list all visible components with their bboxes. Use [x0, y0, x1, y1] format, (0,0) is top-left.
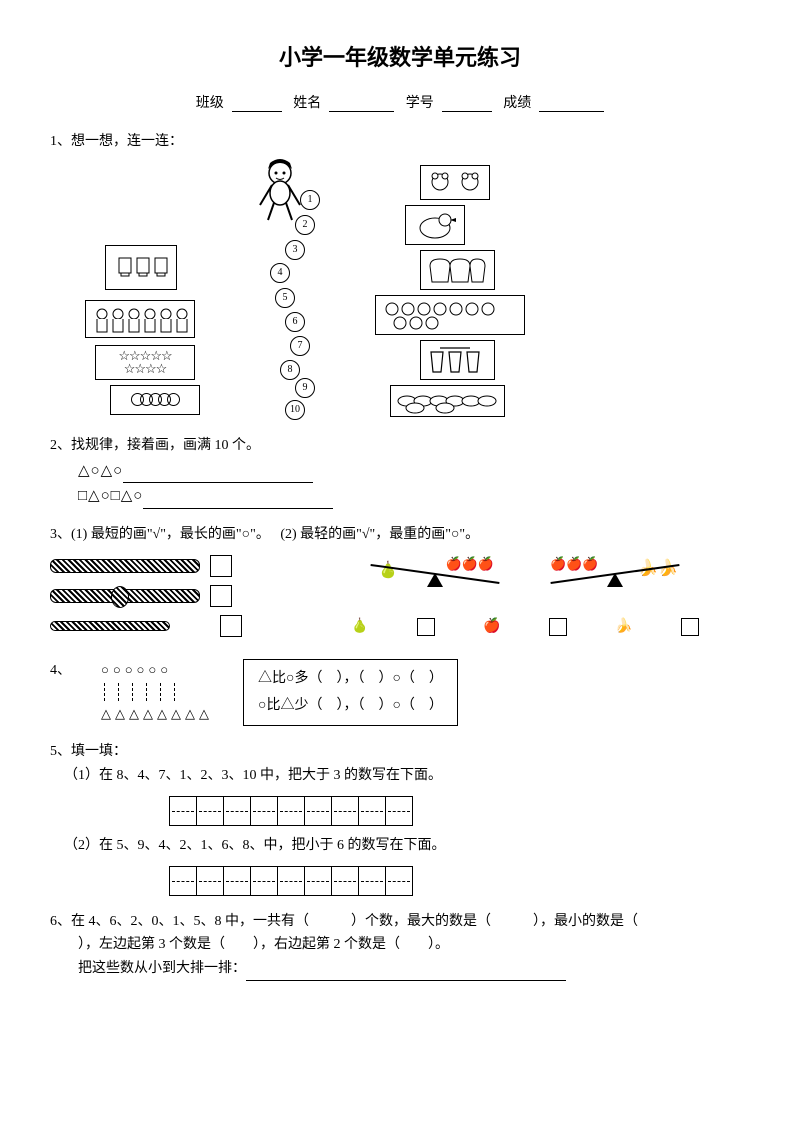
q4-answer-box: △比○多（ ），（ ）○（ ） ○比△少（ ），（ ）○（ ）: [243, 659, 458, 726]
q3-scales: 🍐 🍎🍎🍎 🍎🍎🍎 🍌🍌 🍐 🍎 🍌: [300, 555, 750, 645]
box-stars: ☆☆☆☆☆☆☆☆☆: [95, 345, 195, 380]
rope-2: [50, 589, 200, 603]
num-8: 8: [280, 360, 300, 380]
rope-box-3[interactable]: [220, 615, 242, 637]
label-name: 姓名: [293, 96, 321, 111]
question-5: 5、填一填： （1）在 8、4、7、1、2、3、10 中，把大于 3 的数写在下…: [50, 740, 750, 895]
num-6: 6: [285, 312, 305, 332]
olympic-rings-icon: [133, 393, 178, 406]
baskets-icon: [425, 254, 490, 286]
num-1: 1: [300, 190, 320, 210]
question-3: 3、(1) 最短的画"√"，最长的画"○"。 (2) 最轻的画"√"，最重的画"…: [50, 523, 750, 645]
q5-sub2: （2）在 5、9、4、2、1、6、8、中，把小于 6 的数写在下面。: [50, 834, 750, 858]
q6-line3: 把这些数从小到大排一排：: [78, 961, 246, 976]
label-score: 成绩: [503, 96, 531, 111]
num-7: 7: [290, 336, 310, 356]
coins-icon: [395, 388, 500, 414]
num-4: 4: [270, 263, 290, 283]
box-rings: [110, 385, 200, 415]
q5-label: 5、填一填：: [50, 740, 750, 764]
page-title: 小学一年级数学单元练习: [50, 40, 750, 72]
q2-label: 2、找规律，接着画，画满 10 个。: [50, 434, 750, 458]
question-6: 6、在 4、6、2、0、1、5、8 中，一共有（ ）个数，最大的数是（ ），最小…: [50, 910, 750, 981]
blank-name[interactable]: [329, 98, 394, 112]
q1-diagram: 1 2 3 4 5 6 7 8 9 10 ☆☆☆☆☆☆☆☆☆: [50, 160, 750, 420]
q6-line1: 6、在 4、6、2、0、1、5、8 中，一共有（ ）个数，最大的数是（ ），最小…: [50, 910, 750, 934]
label-id: 学号: [406, 96, 434, 111]
chicken-icon: [410, 208, 460, 242]
question-2: 2、找规律，接着画，画满 10 个。 △○△○ □△○□△○: [50, 434, 750, 509]
weight-box-1[interactable]: [417, 618, 435, 636]
rope-1: [50, 559, 200, 573]
stars-row: ☆☆☆☆: [124, 362, 167, 375]
q4-circles: ○○○○○○: [101, 659, 213, 681]
question-4: 4、 ○○○○○○ △△△△△△△△ △比○多（ ），（ ）○（ ） ○比△少（…: [50, 659, 750, 726]
q4-shapes: ○○○○○○ △△△△△△△△: [101, 659, 213, 725]
info-row: 班级 姓名 学号 成绩: [50, 92, 750, 112]
q2-row1: △○△○: [78, 462, 123, 479]
cups-icon: [111, 250, 171, 285]
people-icon: [90, 304, 190, 334]
q4-line2[interactable]: ○比△少（ ），（ ）○（ ）: [258, 693, 443, 720]
question-1: 1、想一想，连一连： 1 2 3 4 5 6 7 8 9 10 ☆☆☆☆☆☆☆☆…: [50, 130, 750, 420]
blank-class[interactable]: [232, 98, 282, 112]
faces-icon: [380, 299, 520, 331]
q5-sub1: （1）在 8、4、7、1、2、3、10 中，把大于 3 的数写在下面。: [50, 764, 750, 788]
blank-id[interactable]: [442, 98, 492, 112]
num-5: 5: [275, 288, 295, 308]
box-r1: [420, 165, 490, 200]
q5-grid1[interactable]: [170, 796, 750, 826]
weight-box-3[interactable]: [681, 618, 699, 636]
scale-1: 🍐 🍎🍎🍎: [370, 555, 500, 605]
num-3: 3: [285, 240, 305, 260]
q6-blank[interactable]: [246, 967, 566, 981]
q2-row2: □△○□△○: [78, 487, 143, 504]
q4-label: 4、: [50, 659, 71, 683]
box-r3: [420, 250, 495, 290]
box-r2: [405, 205, 465, 245]
box-people: [85, 300, 195, 338]
q3-label-b: (2) 最轻的画"√"，最重的画"○"。: [280, 527, 479, 542]
num-10: 10: [285, 400, 305, 420]
buckets-icon: [425, 344, 490, 376]
rope-box-1[interactable]: [210, 555, 232, 577]
q1-label: 1、想一想，连一连：: [50, 134, 183, 149]
q5-grid2[interactable]: [170, 866, 750, 896]
box-r6: [390, 385, 505, 417]
q6-line2: ），左边起第 3 个数是（ ），右边起第 2 个数是（ ）。: [50, 933, 750, 957]
scale-2: 🍎🍎🍎 🍌🍌: [550, 555, 680, 605]
num-2: 2: [295, 215, 315, 235]
rope-box-2[interactable]: [210, 585, 232, 607]
q2-blank2[interactable]: [143, 495, 333, 509]
label-class: 班级: [196, 96, 224, 111]
fruit-banana: 🍌: [615, 615, 632, 639]
q2-blank1[interactable]: [123, 469, 313, 483]
blank-score[interactable]: [539, 98, 604, 112]
bears-icon: [425, 168, 485, 196]
fruit-apple: 🍎: [483, 615, 500, 639]
fruit-pear: 🍐: [351, 615, 368, 639]
q4-triangles: △△△△△△△△: [101, 703, 213, 725]
weight-box-2[interactable]: [549, 618, 567, 636]
box-r4: [375, 295, 525, 335]
box-cups: [105, 245, 177, 290]
box-r5: [420, 340, 495, 380]
num-9: 9: [295, 378, 315, 398]
q3-ropes: [50, 555, 270, 645]
q3-label-a: 3、(1) 最短的画"√"，最长的画"○"。: [50, 527, 270, 542]
rope-3: [50, 621, 170, 631]
q4-line1[interactable]: △比○多（ ），（ ）○（ ）: [258, 666, 443, 693]
